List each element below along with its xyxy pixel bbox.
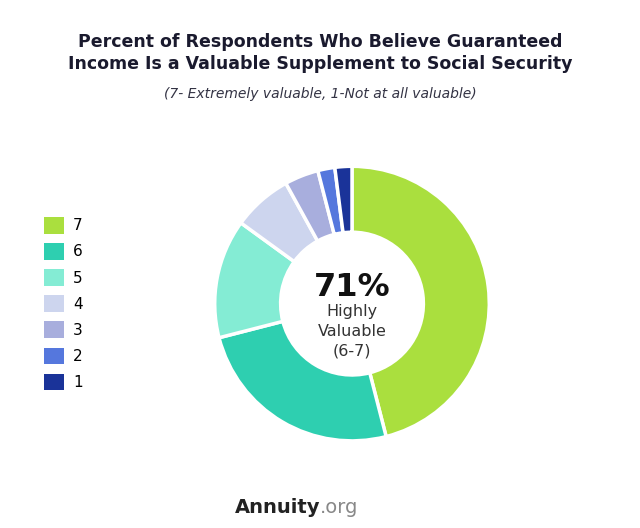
Text: Highly
Valuable
(6-7): Highly Valuable (6-7) [317,304,387,359]
Wedge shape [215,223,294,338]
Wedge shape [318,167,343,234]
Legend: 7, 6, 5, 4, 3, 2, 1: 7, 6, 5, 4, 3, 2, 1 [44,217,83,390]
Wedge shape [286,171,334,241]
Wedge shape [335,166,352,233]
Text: .org: .org [320,498,358,517]
Text: Percent of Respondents Who Believe Guaranteed
Income Is a Valuable Supplement to: Percent of Respondents Who Believe Guara… [68,33,572,73]
Wedge shape [352,166,489,437]
Wedge shape [241,183,317,262]
Text: 71%: 71% [314,271,390,303]
Circle shape [280,232,424,375]
Wedge shape [219,322,386,441]
Text: Annuity: Annuity [234,498,320,517]
Text: (7- Extremely valuable, 1-Not at all valuable): (7- Extremely valuable, 1-Not at all val… [164,87,476,101]
